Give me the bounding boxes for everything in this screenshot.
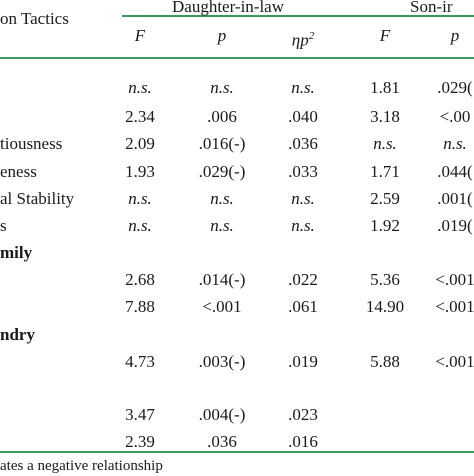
cell-dil-eta: .023 bbox=[288, 405, 318, 424]
cell-sil-p: <.001 bbox=[435, 352, 474, 371]
eta-sup: 2 bbox=[308, 30, 315, 42]
cell-sil-p: <.00 bbox=[439, 107, 471, 126]
cell-sil-F: 5.36 bbox=[370, 270, 400, 289]
cell-dil-eta: .033 bbox=[288, 162, 318, 181]
cell-dil-p: .006 bbox=[207, 107, 237, 126]
col-header-dil-p: p bbox=[217, 26, 227, 45]
cell-dil-eta: .061 bbox=[288, 297, 318, 316]
cell-sil-F: 1.71 bbox=[370, 162, 400, 181]
cell-sil-p: .019( bbox=[437, 216, 473, 235]
cell-dil-F: 4.73 bbox=[125, 352, 155, 371]
cell-dil-eta: .022 bbox=[288, 270, 318, 289]
cell-dil-eta: n.s. bbox=[291, 216, 315, 235]
cell-dil-p: n.s. bbox=[210, 216, 234, 235]
cell-sil-p: <.001 bbox=[435, 270, 474, 289]
cell-dil-p: .029(-) bbox=[198, 162, 246, 181]
col-header-sil-F: F bbox=[379, 26, 391, 45]
group-header-daughter-in-law: Daughter-in-law bbox=[171, 0, 285, 16]
cell-dil-F: 2.09 bbox=[125, 134, 155, 153]
cell-sil-F: 2.59 bbox=[370, 189, 400, 208]
cell-dil-F: 7.88 bbox=[125, 297, 155, 316]
cell-dil-F: 3.47 bbox=[125, 405, 155, 424]
col-header-sil-p: p bbox=[450, 26, 460, 45]
cell-dil-F: n.s. bbox=[128, 216, 152, 235]
eta-base: ηp bbox=[291, 30, 309, 50]
cell-dil-eta: n.s. bbox=[291, 189, 315, 208]
cell-sil-F: 1.92 bbox=[370, 216, 400, 235]
cell-sil-p: .029( bbox=[437, 78, 473, 97]
cell-sil-p: .044( bbox=[437, 162, 473, 181]
cell-dil-F: 1.93 bbox=[125, 162, 155, 181]
footnote: ates a negative relationship bbox=[0, 458, 163, 474]
cell-dil-eta: .040 bbox=[288, 107, 318, 126]
cell-dil-p: n.s. bbox=[210, 189, 234, 208]
cell-sil-p: n.s. bbox=[443, 134, 467, 153]
cell-sil-p: <.001 bbox=[435, 297, 474, 316]
top-rule-dil bbox=[122, 15, 474, 17]
cell-dil-F: 2.68 bbox=[125, 270, 155, 289]
cell-dil-eta: .036 bbox=[288, 134, 318, 153]
cell-dil-F: 2.39 bbox=[125, 432, 155, 451]
row-label: s bbox=[0, 216, 7, 235]
cell-dil-p: <.001 bbox=[202, 297, 242, 316]
cell-sil-F: 14.90 bbox=[365, 297, 405, 316]
header-rule bbox=[0, 57, 474, 59]
cell-dil-F: n.s. bbox=[128, 189, 152, 208]
cell-dil-eta: .016 bbox=[288, 432, 318, 451]
group-header-son-in-law: Son-ir bbox=[410, 0, 453, 16]
row-label: al Stability bbox=[0, 189, 75, 208]
cell-sil-F: n.s. bbox=[373, 134, 397, 153]
section-label: ndry bbox=[0, 325, 35, 344]
row-label: tiousness bbox=[0, 134, 63, 153]
cell-dil-eta: n.s. bbox=[291, 78, 315, 97]
cell-sil-F: 3.18 bbox=[370, 107, 400, 126]
col-header-dil-F: F bbox=[134, 26, 146, 45]
cell-dil-p: .036 bbox=[207, 432, 237, 451]
cell-dil-eta: .019 bbox=[288, 352, 318, 371]
col-header-dil-eta: ηp2 bbox=[292, 26, 314, 51]
cell-dil-p: .003(-) bbox=[198, 352, 246, 371]
cell-dil-F: 2.34 bbox=[125, 107, 155, 126]
section-label: mily bbox=[0, 243, 33, 262]
cell-dil-p: n.s. bbox=[210, 78, 234, 97]
cell-dil-F: n.s. bbox=[128, 78, 152, 97]
cell-sil-p: .001( bbox=[437, 189, 473, 208]
cell-dil-p: .014(-) bbox=[198, 270, 246, 289]
cell-sil-F: 5.88 bbox=[370, 352, 400, 371]
cell-dil-p: .004(-) bbox=[198, 405, 246, 424]
cell-sil-F: 1.81 bbox=[370, 78, 400, 97]
cell-dil-p: .016(-) bbox=[198, 134, 246, 153]
first-column-header: on Tactics bbox=[0, 9, 69, 28]
bottom-rule bbox=[0, 451, 474, 453]
row-label: eness bbox=[0, 162, 37, 181]
